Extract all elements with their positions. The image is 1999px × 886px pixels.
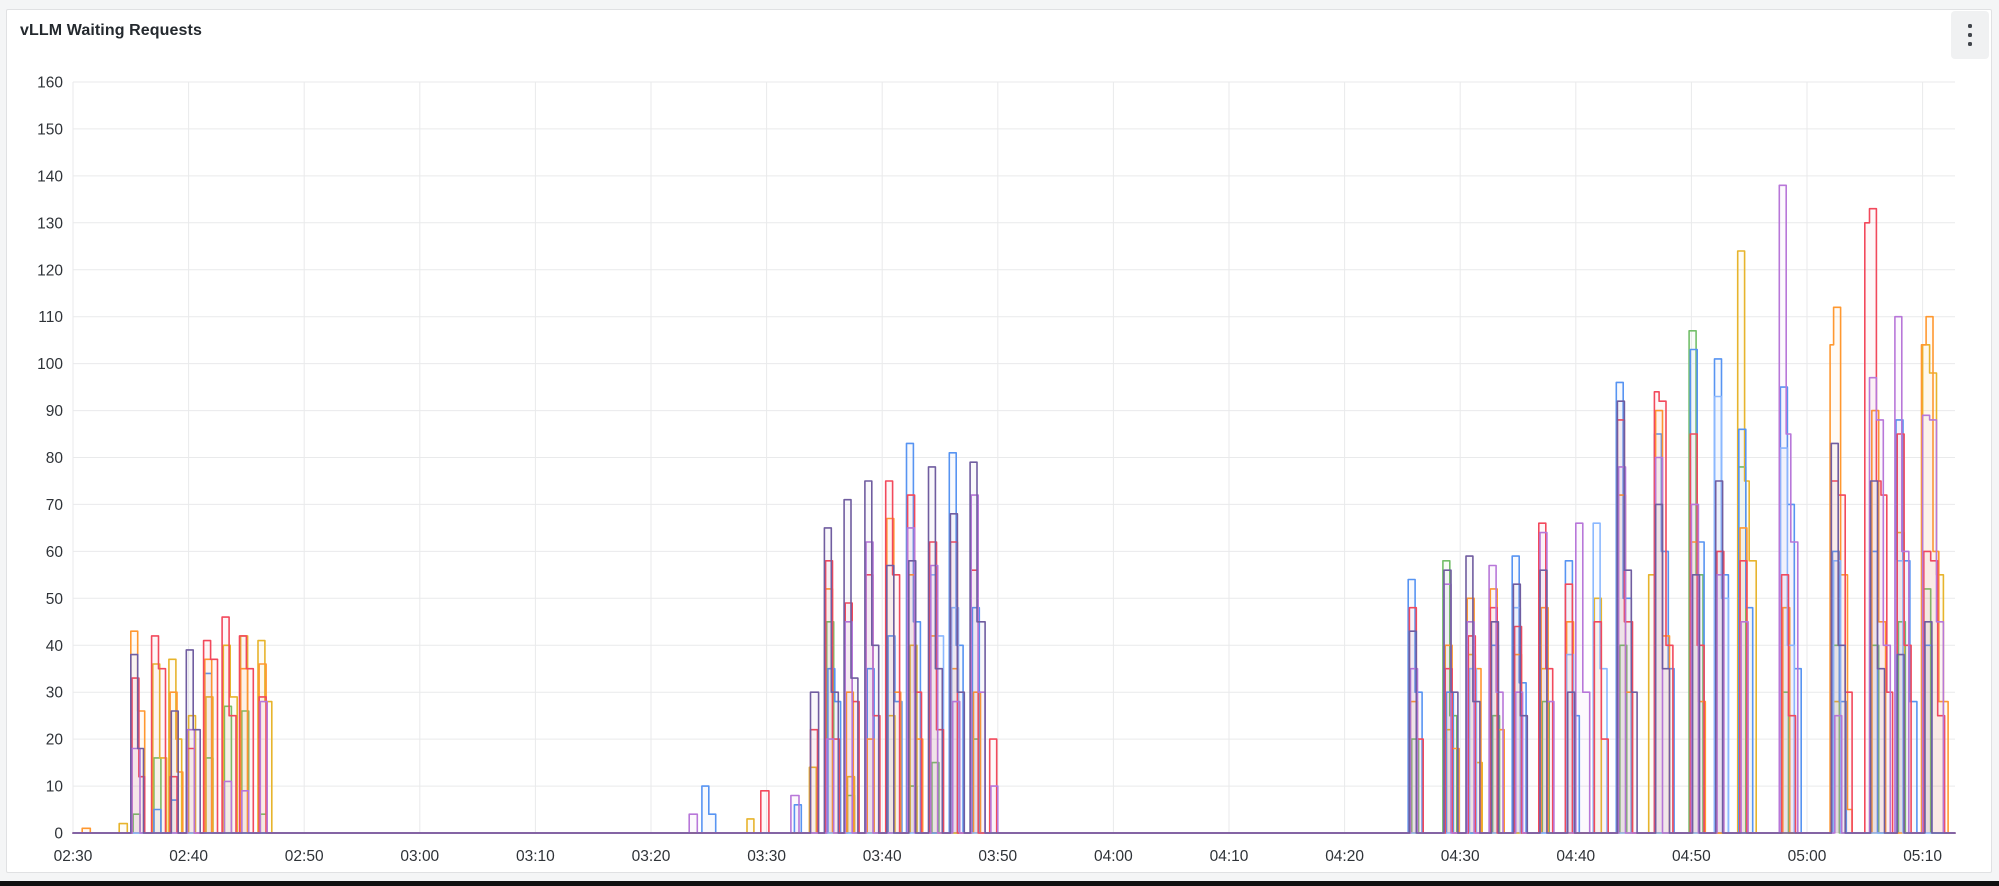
svg-text:04:00: 04:00 [1094, 848, 1133, 865]
svg-text:05:10: 05:10 [1903, 848, 1942, 865]
series-fill-yellow [73, 251, 1955, 833]
panel-title[interactable]: vLLM Waiting Requests [20, 22, 202, 39]
svg-text:10: 10 [46, 779, 64, 796]
svg-text:140: 140 [37, 168, 63, 185]
kebab-menu-icon [1968, 24, 1972, 46]
series-fill-red [73, 208, 1955, 833]
svg-text:160: 160 [37, 75, 63, 92]
gridlines [72, 81, 1955, 834]
svg-text:03:10: 03:10 [516, 848, 555, 865]
svg-text:70: 70 [46, 497, 64, 514]
svg-text:02:40: 02:40 [169, 848, 208, 865]
svg-text:05:00: 05:00 [1788, 848, 1827, 865]
series-line-blue [72, 348, 1956, 834]
x-axis-labels: 02:30 02:40 02:50 03:00 03:10 03:20 03:30 03:40… [54, 848, 1943, 865]
series-line-purple [72, 184, 1956, 834]
svg-text:120: 120 [37, 262, 63, 279]
panel-menu-button[interactable] [1951, 11, 1989, 59]
svg-text:130: 130 [37, 215, 63, 232]
svg-text:04:30: 04:30 [1441, 848, 1480, 865]
series-fill-purple [73, 185, 1955, 834]
time-series-chart[interactable]: 0 10 20 30 40 50 60 70 80 90 100 110 120 130 140 150 160… [7, 10, 1993, 872]
window-bottom-edge [0, 881, 1999, 886]
svg-text:150: 150 [37, 121, 63, 138]
series-line-violet [72, 400, 1956, 834]
svg-text:03:40: 03:40 [863, 848, 902, 865]
svg-text:60: 60 [46, 544, 64, 561]
svg-text:40: 40 [46, 638, 64, 655]
svg-text:50: 50 [46, 591, 64, 608]
svg-text:110: 110 [38, 309, 63, 326]
svg-text:03:20: 03:20 [632, 848, 671, 865]
vllm-waiting-requests-panel: vLLM Waiting Requests 0 10 20 30 40 50 60 70 80 9… [6, 9, 1992, 873]
svg-text:90: 90 [46, 403, 64, 420]
svg-text:30: 30 [46, 685, 64, 702]
svg-text:02:50: 02:50 [285, 848, 324, 865]
svg-text:03:00: 03:00 [400, 848, 439, 865]
svg-text:03:50: 03:50 [978, 848, 1017, 865]
series-fill-orange [73, 307, 1955, 833]
svg-text:02:30: 02:30 [54, 848, 93, 865]
svg-text:04:10: 04:10 [1210, 848, 1249, 865]
svg-text:04:20: 04:20 [1325, 848, 1364, 865]
svg-text:04:40: 04:40 [1556, 848, 1595, 865]
svg-text:80: 80 [46, 450, 64, 467]
svg-text:03:30: 03:30 [747, 848, 786, 865]
svg-text:04:50: 04:50 [1672, 848, 1711, 865]
series-lines [72, 184, 1956, 834]
svg-text:100: 100 [37, 356, 63, 373]
y-axis-labels: 0 10 20 30 40 50 60 70 80 90 100 110 120 130 140 150 160 [37, 75, 63, 843]
panel-header: vLLM Waiting Requests [7, 10, 1991, 50]
svg-text:20: 20 [46, 732, 64, 749]
svg-text:0: 0 [54, 826, 63, 843]
